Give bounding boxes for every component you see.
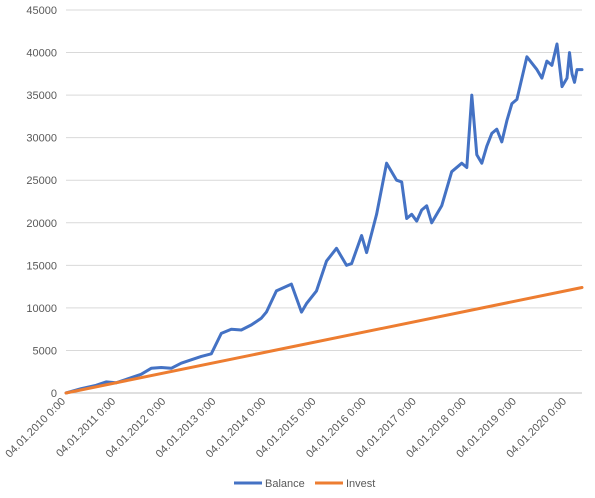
y-tick-label: 30000	[26, 133, 57, 145]
y-axis-tick-labels: 0 5000 10000 15000 20000 25000 30000 35000 40000…	[26, 5, 57, 400]
series-lines	[64, 42, 584, 395]
series-line-balance	[64, 42, 584, 395]
y-tick-label: 40000	[26, 48, 57, 60]
y-tick-label: 15000	[26, 260, 57, 272]
y-tick-label: 10000	[26, 303, 57, 315]
grid-lines	[66, 9, 582, 394]
y-tick-label: 25000	[26, 175, 57, 187]
series-line-invest	[64, 286, 584, 395]
legend: Balance Invest	[234, 478, 375, 490]
y-tick-label: 35000	[26, 90, 57, 102]
y-tick-label: 45000	[26, 5, 57, 17]
y-tick-label: 5000	[33, 345, 57, 357]
y-tick-label: 0	[51, 388, 57, 400]
legend-label-balance: Balance	[265, 478, 305, 490]
y-tick-label: 20000	[26, 218, 57, 230]
legend-label-invest: Invest	[346, 478, 375, 490]
